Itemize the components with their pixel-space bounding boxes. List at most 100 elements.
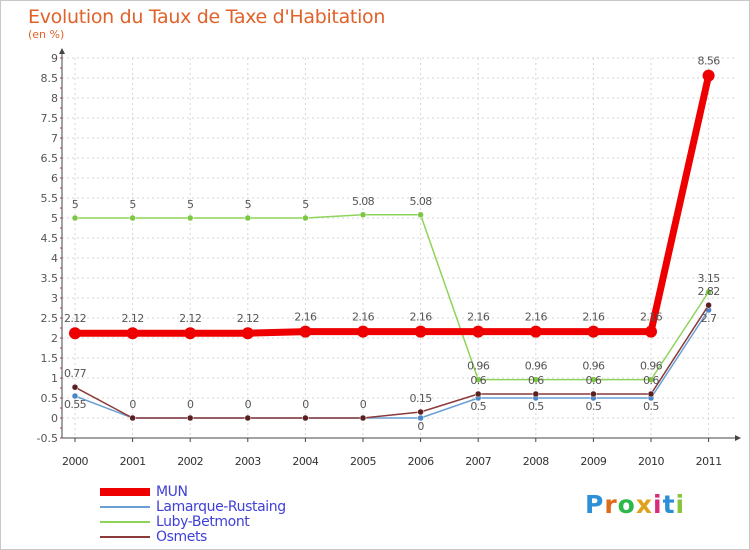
legend-label-mun: MUN [156, 484, 188, 500]
data-label-osmets-2003: 0 [245, 398, 252, 411]
data-label-lamarque-rustaing-2009: 0.5 [586, 400, 602, 413]
y-tick-label-18: 8.5 [41, 72, 59, 85]
series-point-lamarque-rustaing-2000 [71, 392, 79, 400]
logo-letter: x [635, 490, 653, 519]
logo-letter: i [675, 490, 686, 519]
legend-item-osmets[interactable]: Osmets [100, 529, 360, 545]
data-label-luby-betmont-2011: 3.15 [698, 272, 721, 285]
legend-swatch-osmets [100, 536, 150, 538]
logo-letter: t [662, 490, 676, 519]
series-point-mun-2001 [126, 327, 139, 340]
series-layer [69, 69, 715, 422]
data-label-mun-2001: 2.12 [122, 312, 144, 325]
y-tick-label-1: 0 [51, 412, 58, 425]
series-point-luby-betmont-2001 [129, 214, 136, 222]
y-tick-label-5: 2 [51, 332, 58, 345]
series-point-osmets-2005 [359, 414, 367, 422]
x-tick-label-6: 2006 [408, 455, 434, 468]
x-tick-label-10: 2010 [638, 455, 664, 468]
series-point-mun-2000 [69, 327, 81, 340]
data-label-mun-2003: 2.12 [237, 312, 259, 325]
data-label-luby-betmont-2010: 0.96 [640, 360, 663, 373]
y-tick-label-2: 0.5 [41, 392, 59, 405]
series-line-mun [71, 72, 713, 337]
y-tick-label-14: 6.5 [41, 152, 59, 165]
series-point-osmets-2010 [647, 390, 655, 398]
x-tick-label-4: 2004 [292, 455, 318, 468]
legend-item-luby-betmont[interactable]: Luby-Betmont [100, 514, 360, 530]
series-point-mun-2011 [702, 69, 715, 82]
x-tick-label-3: 2003 [235, 455, 261, 468]
series-point-luby-betmont-2011 [705, 288, 712, 296]
data-label-luby-betmont-2002: 5 [187, 198, 194, 211]
legend-item-lamarque-rustaing[interactable]: Lamarque-Rustaing [100, 499, 360, 515]
x-tick-label-2: 2002 [177, 455, 203, 468]
chart-subtitle: (en %) [28, 28, 65, 41]
series-point-luby-betmont-2009 [590, 376, 597, 383]
legend-label-osmets: Osmets [156, 529, 207, 545]
logo-letter: i [653, 490, 663, 519]
y-tick-label-10: 4.5 [41, 232, 59, 245]
data-label-mun-2005: 2.16 [352, 311, 375, 324]
data-label-luby-betmont-2004: 5 [302, 198, 309, 211]
chart-title: Evolution du Taux de Taxe d'Habitation [28, 6, 386, 28]
data-label-osmets-2000: 0.77 [64, 367, 87, 380]
series-point-osmets-2009 [590, 390, 597, 398]
series-point-mun-2002 [184, 327, 197, 340]
y-tick-label-13: 6 [51, 172, 58, 185]
x-tick-label-8: 2008 [523, 455, 549, 468]
series-point-osmets-2000 [71, 383, 79, 391]
series-point-osmets-2001 [129, 414, 136, 422]
data-label-luby-betmont-2007: 0.96 [467, 360, 490, 373]
y-axis-arrow [59, 48, 65, 54]
x-axis-arrow [735, 435, 741, 441]
data-label-luby-betmont-2006: 5.08 [410, 195, 433, 208]
series-point-luby-betmont-2000 [71, 214, 79, 222]
data-label-mun-2006: 2.16 [410, 311, 433, 324]
series-line-luby-betmont [74, 214, 710, 381]
y-tick-label-3: 1 [51, 372, 58, 385]
series-point-luby-betmont-2006 [417, 211, 424, 219]
data-label-osmets-2001: 0 [129, 398, 136, 411]
series-point-mun-2005 [357, 325, 369, 338]
logo-letter: o [617, 490, 636, 519]
series-point-mun-2004 [299, 325, 312, 338]
y-tick-label-4: 1.5 [41, 352, 59, 365]
label-layer: 0.55 0 0.5 0.5 0.5 0.5 2.7 5 5 5 5 5 5.08 5.08 0.96 0.9… [64, 55, 721, 433]
x-tick-label-11: 2011 [696, 455, 722, 468]
series-point-mun-2010 [645, 325, 657, 338]
data-label-luby-betmont-2003: 5 [245, 198, 252, 211]
data-label-mun-2010: 2.16 [640, 311, 663, 324]
data-label-luby-betmont-2009: 0.96 [582, 360, 605, 373]
data-label-luby-betmont-2001: 5 [129, 198, 136, 211]
series-point-luby-betmont-2008 [532, 376, 540, 383]
x-tick-label-9: 2009 [580, 455, 606, 468]
y-tick-label-0: -0.5 [37, 432, 58, 445]
data-label-osmets-2011: 2.82 [698, 285, 720, 298]
data-label-lamarque-rustaing-2008: 0.5 [528, 400, 544, 413]
y-tick-label-17: 8 [51, 92, 58, 105]
y-tick-label-7: 3 [51, 292, 58, 305]
series-point-luby-betmont-2002 [186, 214, 194, 222]
data-label-osmets-2009: 0.6 [586, 374, 602, 387]
data-label-osmets-2010: 0.6 [643, 374, 659, 387]
data-label-lamarque-rustaing-2006: 0 [417, 420, 424, 433]
legend-label-luby-betmont: Luby-Betmont [156, 514, 250, 530]
series-point-mun-2008 [529, 325, 542, 338]
y-tick-label-16: 7.5 [41, 112, 59, 125]
y-tick-label-12: 5.5 [41, 192, 59, 205]
data-label-osmets-2006: 0.15 [410, 392, 433, 405]
legend-swatch-lamarque-rustaing [100, 506, 150, 508]
y-tick-label-11: 5 [51, 212, 58, 225]
series-point-osmets-2006 [417, 408, 424, 416]
proxiti-logo[interactable]: Proxiti [585, 490, 685, 519]
series-point-luby-betmont-2003 [244, 214, 252, 222]
series-point-mun-2006 [414, 325, 427, 338]
series-line-lamarque-rustaing [74, 309, 710, 419]
y-tick-label-19: 9 [51, 52, 58, 65]
legend-item-mun[interactable]: MUN [100, 484, 360, 500]
data-label-osmets-2004: 0 [302, 398, 309, 411]
series-point-luby-betmont-2010 [647, 376, 655, 383]
series-point-luby-betmont-2004 [302, 214, 309, 222]
